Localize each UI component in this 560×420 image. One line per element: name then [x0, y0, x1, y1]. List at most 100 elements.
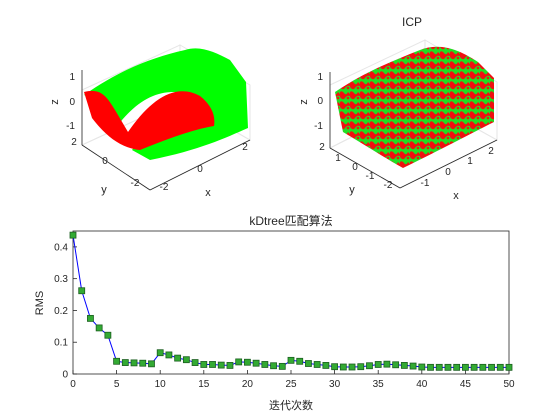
data-point-marker [383, 360, 391, 368]
data-point-marker [165, 351, 173, 359]
data-point-marker [435, 363, 443, 371]
x-tick-label: 45 [460, 379, 472, 390]
data-point-marker [374, 361, 382, 368]
x-tick-label: 5 [114, 379, 120, 390]
data-point-marker [453, 363, 461, 371]
plot1-surface-red [84, 90, 215, 150]
x-axis-label: 迭代次数 [269, 398, 313, 412]
x-tick-label: 20 [242, 379, 254, 390]
plot1-y-axis-label: y [101, 184, 107, 196]
plot1-x-axis-line [149, 139, 251, 191]
plot1-z-tick-label: 0 [69, 97, 75, 108]
data-point-marker [322, 362, 330, 369]
data-point-marker [261, 361, 269, 368]
plot2-surface-mixed [335, 46, 494, 168]
plot1-z-tick-label: -1 [66, 121, 75, 132]
y-tick-label: 0.2 [54, 306, 68, 317]
data-point-marker [305, 360, 312, 367]
data-point-marker [243, 358, 251, 366]
plot2-y-tick-label: 1 [335, 153, 341, 164]
data-point-marker [130, 359, 138, 367]
chart-title: kDtree匹配算法 [249, 213, 332, 228]
plot2-x-tick-label: -1 [421, 178, 430, 189]
data-point-marker [418, 363, 426, 371]
plot2-z-tick-label: -1 [314, 121, 323, 132]
plot1-x-tick-label: -2 [160, 182, 169, 193]
x-tick-label: 25 [285, 379, 297, 390]
data-point-marker [479, 363, 487, 371]
surface-plot-2: ICP 1 0 -1 z 2 1 0 -1 -2 y -1 0 1 2 x [298, 15, 499, 202]
data-point-marker [209, 361, 216, 368]
plot2-y-tick-label: -2 [384, 180, 393, 191]
data-point-marker [252, 359, 260, 367]
y-tick-label: 0 [62, 370, 68, 381]
plot-area [72, 230, 510, 375]
data-point-marker [200, 361, 208, 368]
x-tick-label: 0 [70, 379, 76, 390]
data-point-marker [113, 357, 120, 365]
data-point-marker [496, 363, 504, 371]
y-tick-label: 0.4 [54, 242, 68, 253]
plot2-z-tick-label: 0 [317, 96, 323, 107]
data-point-marker [235, 358, 243, 366]
plot2-title: ICP [402, 15, 422, 29]
x-tick-label: 30 [329, 379, 341, 390]
data-point-marker [156, 349, 164, 357]
data-point-marker [139, 359, 147, 367]
plot2-y-axis-line [329, 147, 401, 189]
data-point-marker [488, 363, 495, 371]
plot2-y-tick-label: -1 [366, 171, 375, 182]
data-point-marker [270, 362, 277, 370]
data-point-marker [470, 363, 478, 371]
plot1-y-tick-label: -2 [131, 178, 140, 189]
plot2-z-axis-label: z [298, 99, 310, 105]
data-point-marker [427, 363, 434, 371]
data-point-marker [182, 356, 190, 364]
data-point-marker [339, 363, 347, 371]
surface-plot-1: 1 0 -1 z 2 0 -2 y -2 0 2 x [49, 44, 252, 199]
plot2-x-tick-label: 1 [467, 156, 473, 167]
x-tick-label: 15 [198, 379, 210, 390]
y-tick-label: 0.3 [54, 274, 68, 285]
data-point-marker [392, 361, 400, 369]
data-point-marker [331, 363, 339, 371]
data-point-marker [287, 356, 295, 364]
data-point-marker [78, 287, 86, 295]
data-point-marker [217, 361, 225, 369]
plot2-y-tick-label: 2 [319, 142, 325, 153]
plot1-x-axis-label: x [205, 187, 211, 199]
data-point-marker [95, 324, 103, 332]
plot2-x-tick-label: 0 [445, 167, 451, 178]
x-tick-label: 35 [373, 379, 385, 390]
x-tick-label: 50 [503, 379, 515, 390]
plot2-y-axis-label: y [349, 184, 355, 196]
data-point-marker [505, 363, 513, 371]
plot1-z-axis-label: z [49, 99, 61, 105]
rms-line-chart: kDtree匹配算法 0 5 10 15 20 25 30 35 40 45 50 00.10.20… [34, 213, 515, 412]
data-point-marker [121, 359, 129, 366]
plot1-x-tick-label: 2 [242, 142, 248, 153]
plot1-y-axis-line [81, 144, 151, 191]
data-point-marker [278, 362, 286, 370]
y-axis-label: RMS [34, 291, 46, 315]
data-point-marker [444, 363, 452, 371]
plot2-z-tick-label: 1 [317, 72, 323, 83]
y-axis-ticks: 0 0.1 0.2 0.3 0.4 [54, 242, 77, 381]
data-point-marker [296, 357, 304, 365]
data-point-marker [461, 363, 469, 371]
plot1-y-tick-label: 0 [102, 156, 108, 167]
x-tick-label: 10 [155, 379, 167, 390]
plot2-y-tick-label: 0 [352, 162, 358, 173]
data-point-marker [366, 362, 373, 370]
plot1-x-tick-label: 0 [197, 164, 203, 175]
plot2-x-axis-line [399, 139, 498, 189]
y-tick-label: 0.1 [54, 338, 68, 349]
data-point-marker [226, 362, 234, 369]
plot1-z-tick-label: 1 [69, 72, 75, 83]
plot2-x-tick-label: 2 [488, 146, 494, 157]
data-point-marker [69, 231, 77, 239]
data-point-marker [148, 360, 155, 368]
data-point-marker [104, 331, 112, 339]
data-point-marker [87, 314, 94, 322]
